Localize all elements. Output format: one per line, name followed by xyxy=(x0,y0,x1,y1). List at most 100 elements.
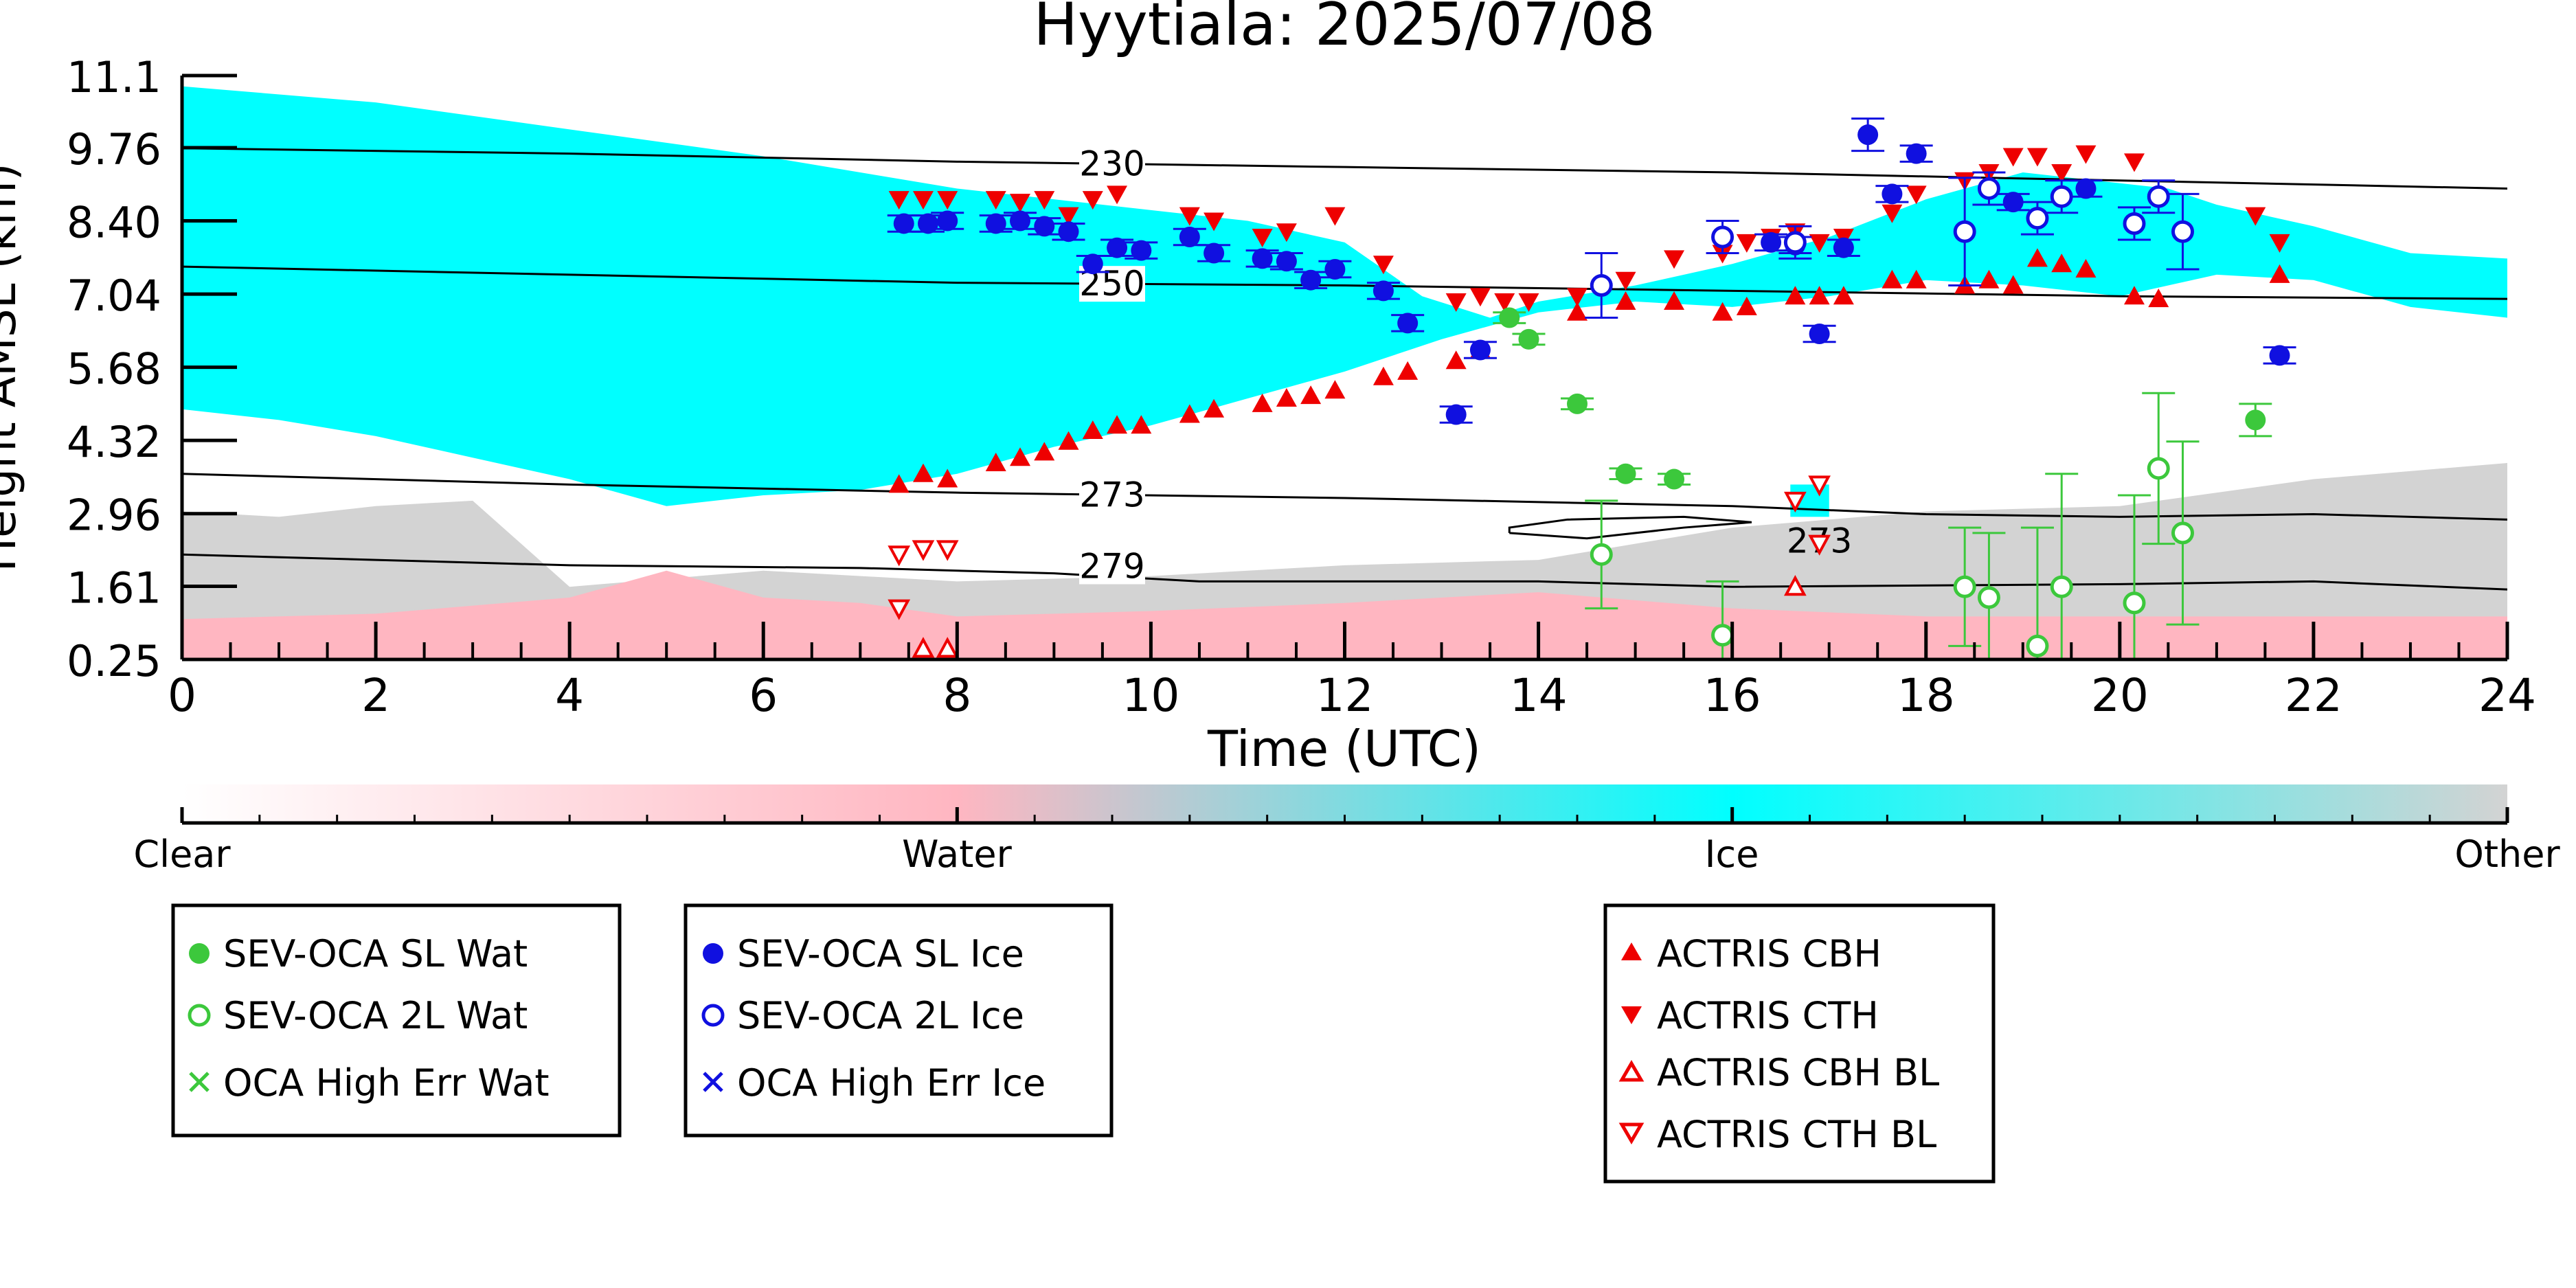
point-sev-oca-sl-ice xyxy=(979,213,1013,234)
point-sev-oca-sl-wat xyxy=(1512,328,1546,350)
point-actris-cth xyxy=(937,191,958,210)
legend-label-sev-oca-2l-ice: SEV-OCA 2L Ice xyxy=(737,994,1024,1037)
point-actris-cbh xyxy=(937,468,958,488)
point-sev-oca-sl-wat xyxy=(1493,307,1526,328)
x-tick-label: 14 xyxy=(1510,669,1568,722)
y-tick-label: 11.1 xyxy=(67,52,161,102)
data-points xyxy=(887,117,2296,659)
point-actris-cbh xyxy=(2148,289,2169,308)
point-sev-oca-sl-wat xyxy=(1658,468,1691,490)
point-sev-oca-2l-ice xyxy=(2020,201,2054,236)
x-tick-label: 10 xyxy=(1122,669,1179,722)
point-sev-oca-sl-ice xyxy=(1875,183,1909,205)
legend-label-actris-cth-bl: ACTRIS CTH BL xyxy=(1657,1113,1936,1156)
point-sev-oca-sl-ice xyxy=(1076,253,1109,275)
point-actris-cbh xyxy=(1809,286,1830,305)
legend-marker-sev-oca-2l-ice xyxy=(701,1004,725,1027)
point-actris-cbh xyxy=(1252,393,1273,412)
point-actris-cbh xyxy=(985,453,1006,472)
legend-label-actris-cbh: ACTRIS CBH xyxy=(1657,932,1882,975)
legend-label-oca-high-err-ice: OCA High Err Ice xyxy=(737,1061,1046,1105)
contour-line-279 xyxy=(182,553,2507,591)
contour-label-230: 230 xyxy=(1079,144,1144,183)
point-actris-cth-bl xyxy=(912,540,935,561)
point-sev-oca-2l-ice xyxy=(2045,179,2079,214)
point-actris-cth xyxy=(2051,164,2072,183)
point-sev-oca-2l-ice xyxy=(1585,252,1618,319)
cloud-classification-field xyxy=(182,86,2507,659)
point-actris-cbh-bl xyxy=(1783,575,1807,596)
point-actris-cbh xyxy=(1664,291,1685,310)
point-actris-cbh xyxy=(2051,253,2072,273)
point-actris-cth-bl xyxy=(936,540,959,561)
point-sev-oca-2l-ice xyxy=(1948,177,1982,287)
point-sev-oca-sl-ice xyxy=(1463,339,1497,361)
legend-marker-oca-high-err-wat xyxy=(189,1072,210,1092)
y-tick-label: 4.32 xyxy=(67,417,161,467)
point-actris-cbh xyxy=(1882,269,1903,289)
colorbar-ticks xyxy=(180,807,2509,823)
point-actris-cth xyxy=(888,191,909,210)
point-actris-cth xyxy=(985,191,1006,210)
point-actris-cbh-bl xyxy=(912,637,935,658)
point-actris-cth xyxy=(1882,204,1903,223)
point-sev-oca-sl-ice xyxy=(1899,143,1933,164)
legend-label-sev-oca-2l-wat: SEV-OCA 2L Wat xyxy=(223,994,528,1037)
y-tick-label: 8.40 xyxy=(67,198,161,248)
legend-box-ice xyxy=(683,903,1114,1138)
legend-marker-sev-oca-2l-wat xyxy=(188,1004,211,1027)
point-sev-oca-sl-ice xyxy=(1100,237,1134,258)
point-actris-cbh xyxy=(1034,442,1055,461)
contour-line-250 xyxy=(182,265,2507,300)
point-actris-cbh xyxy=(1204,398,1225,418)
point-actris-cbh xyxy=(1397,361,1419,380)
point-actris-cbh xyxy=(1615,291,1636,310)
colorbar-label-clear: Clear xyxy=(133,833,231,876)
point-sev-oca-2l-wat xyxy=(2117,494,2151,659)
point-actris-cth xyxy=(1276,223,1297,242)
point-sev-oca-2l-wat xyxy=(2142,392,2176,545)
legend: SEV-OCA SL Wat SEV-OCA 2L Wat OCA High E… xyxy=(171,903,1996,1184)
contour-label-bg xyxy=(1079,477,1145,513)
y-tick-label: 9.76 xyxy=(67,124,161,174)
point-actris-cth xyxy=(2269,234,2290,253)
point-actris-cbh xyxy=(1324,380,1346,399)
point-actris-cbh xyxy=(1833,286,1854,305)
y-axis-label: Height AMSL (km) xyxy=(0,163,26,572)
point-sev-oca-2l-wat xyxy=(1706,580,1739,659)
point-actris-cth xyxy=(1906,185,1927,205)
point-actris-cth xyxy=(1445,293,1467,313)
point-sev-oca-sl-ice xyxy=(1366,280,1400,302)
legend-label-actris-cth: ACTRIS CTH xyxy=(1657,994,1879,1037)
point-sev-oca-sl-ice xyxy=(1197,242,1231,264)
point-sev-oca-2l-ice xyxy=(2142,179,2176,214)
point-sev-oca-sl-ice xyxy=(1245,248,1279,269)
point-sev-oca-sl-ice xyxy=(1004,210,1037,231)
y-tick-label: 7.04 xyxy=(67,271,161,321)
point-actris-cth xyxy=(1736,234,1757,253)
point-sev-oca-2l-wat xyxy=(1972,532,2006,659)
point-sev-oca-2l-wat xyxy=(2020,526,2054,659)
contour-line-273-loop xyxy=(1508,515,1752,540)
x-tick-label: 24 xyxy=(2478,669,2536,722)
colorbar-label-water: Water xyxy=(902,833,1012,876)
point-actris-cbh-bl xyxy=(936,637,959,658)
point-sev-oca-sl-ice xyxy=(1318,259,1352,280)
point-actris-cbh xyxy=(1179,404,1200,423)
point-sev-oca-sl-ice xyxy=(1803,324,1836,345)
legend-marker-actris-cbh-bl xyxy=(1618,1060,1645,1082)
y-tick-label: 0.25 xyxy=(67,636,161,686)
legend-marker-actris-cth xyxy=(1621,1006,1642,1024)
point-actris-cth xyxy=(1034,191,1055,210)
legend-marker-actris-cbh xyxy=(1621,942,1642,960)
point-sev-oca-sl-ice xyxy=(1827,237,1860,258)
point-actris-cth-bl xyxy=(888,599,911,620)
point-sev-oca-2l-ice xyxy=(1706,220,1739,255)
contour-label-bg xyxy=(1079,548,1145,585)
point-actris-cth xyxy=(2075,145,2097,164)
point-actris-cbh xyxy=(1300,385,1322,405)
point-actris-cth xyxy=(1082,191,1103,210)
point-actris-cbh xyxy=(1372,366,1394,385)
point-actris-cth xyxy=(2026,148,2048,167)
point-actris-cbh xyxy=(1445,350,1467,370)
